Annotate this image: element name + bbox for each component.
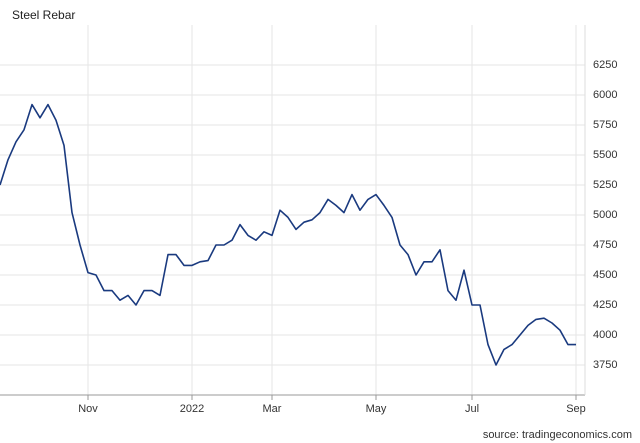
x-tick-label: Mar: [263, 403, 282, 415]
x-tick-label: Sep: [566, 403, 586, 415]
y-tick-label: 4000: [593, 329, 617, 341]
source: source: tradingeconomics.com: [483, 429, 632, 441]
y-tick-label: 5000: [593, 209, 617, 221]
y-tick-label: 5250: [593, 179, 617, 191]
y-tick-label: 5500: [593, 149, 617, 161]
y-tick-label: 4750: [593, 239, 617, 251]
y-tick-label: 3750: [593, 359, 617, 371]
chart-title: Steel Rebar: [12, 8, 75, 22]
x-tick-label: Nov: [78, 403, 98, 415]
y-tick-label: 6250: [593, 59, 617, 71]
y-tick-label: 6000: [593, 89, 617, 101]
y-tick-label: 4500: [593, 269, 617, 281]
x-tick-label: 2022: [180, 403, 204, 415]
y-tick-label: 4250: [593, 299, 617, 311]
y-tick-label: 5750: [593, 119, 617, 131]
price-line: [0, 103, 576, 366]
x-tick-label: Jul: [465, 403, 479, 415]
x-tick-label: May: [366, 403, 387, 415]
